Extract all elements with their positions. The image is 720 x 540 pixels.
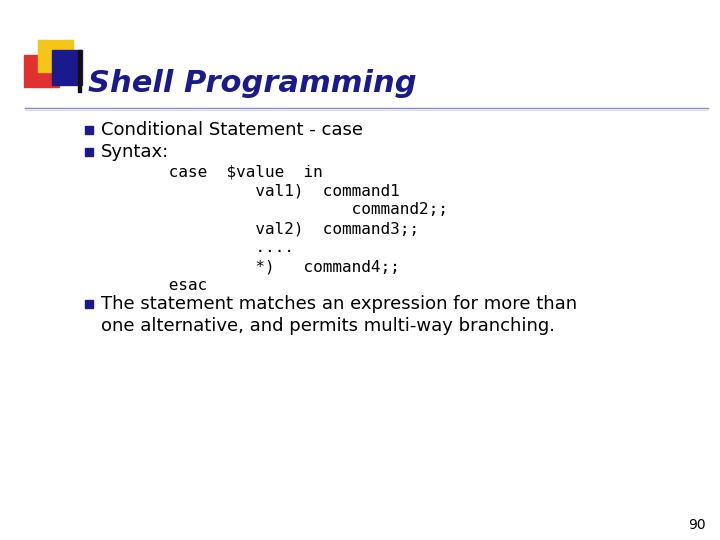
Bar bbox=[85, 300, 93, 308]
Bar bbox=[78, 50, 81, 92]
Text: ....: .... bbox=[111, 240, 294, 255]
Text: 90: 90 bbox=[688, 518, 706, 532]
Bar bbox=[85, 126, 93, 134]
Text: Shell Programming: Shell Programming bbox=[88, 70, 417, 98]
Text: case  $value  in: case $value in bbox=[111, 165, 323, 179]
Text: one alternative, and permits multi-way branching.: one alternative, and permits multi-way b… bbox=[101, 317, 555, 335]
Text: Syntax:: Syntax: bbox=[101, 143, 169, 161]
Text: Conditional Statement - case: Conditional Statement - case bbox=[101, 121, 363, 139]
Text: val2)  command3;;: val2) command3;; bbox=[111, 221, 419, 237]
Bar bbox=[52, 50, 82, 85]
Text: val1)  command1: val1) command1 bbox=[111, 184, 400, 199]
Bar bbox=[24, 55, 59, 87]
Text: *)   command4;;: *) command4;; bbox=[111, 260, 400, 274]
Bar bbox=[38, 40, 73, 72]
Text: The statement matches an expression for more than: The statement matches an expression for … bbox=[101, 295, 577, 313]
Text: command2;;: command2;; bbox=[111, 202, 448, 218]
Bar bbox=[85, 148, 93, 156]
Text: esac: esac bbox=[111, 279, 207, 294]
